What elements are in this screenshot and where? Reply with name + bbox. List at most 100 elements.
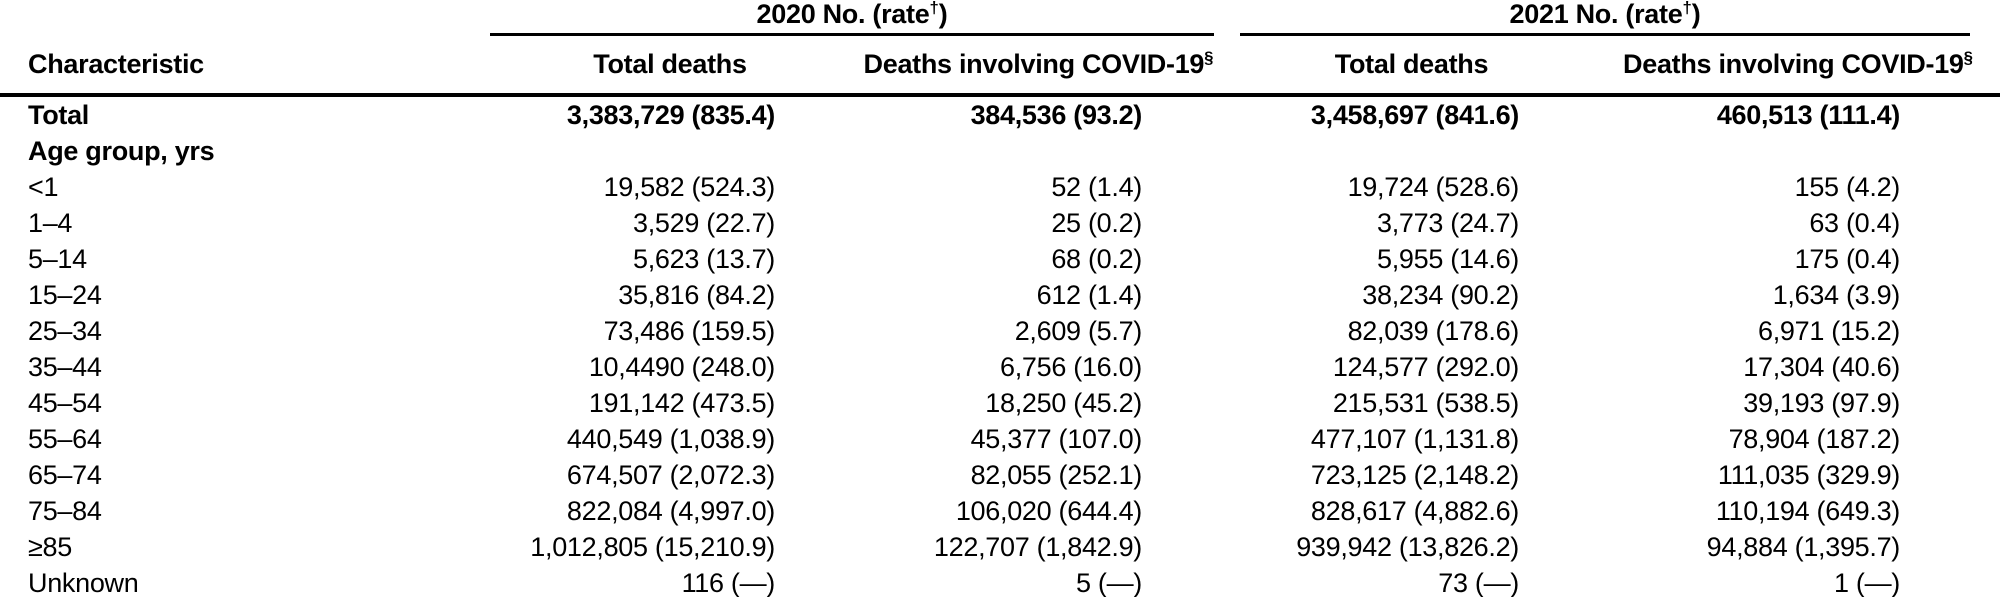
table-row: ≥85 1,012,805 (15,210.9) 122,707 (1,842.… bbox=[0, 529, 2000, 565]
rate-footnote-dagger: † bbox=[929, 0, 939, 17]
cell-2020-covid-deaths: 106,020 (644.4) bbox=[955, 495, 1142, 526]
table-row: 65–74 674,507 (2,072.3) 82,055 (252.1) 7… bbox=[0, 457, 2000, 493]
row-label: Age group, yrs bbox=[28, 135, 215, 166]
table-row: Age group, yrs bbox=[0, 133, 2000, 169]
header-2021-covid-deaths-text: Deaths involving COVID-19 bbox=[1623, 49, 1964, 80]
cell-2020-covid-deaths: 18,250 (45.2) bbox=[985, 387, 1142, 418]
cell-2020-covid-deaths: 45,377 (107.0) bbox=[970, 423, 1143, 454]
row-label: 65–74 bbox=[28, 459, 102, 490]
cell-2021-total-deaths: 82,039 (178.6) bbox=[1347, 315, 1520, 346]
cell-2021-total-deaths: 939,942 (13,826.2) bbox=[1296, 531, 1519, 562]
column-group-2020-label: 2020 No. (rate†) bbox=[490, 0, 1214, 37]
row-label: Total bbox=[28, 99, 89, 130]
cell-2021-total-deaths: 215,531 (538.5) bbox=[1332, 387, 1519, 418]
row-label: 25–34 bbox=[28, 315, 102, 346]
cell-2021-total-deaths: 38,234 (90.2) bbox=[1362, 279, 1519, 310]
column-group-2021-label: 2021 No. (rate†) bbox=[1240, 0, 1970, 37]
cell-2021-covid-deaths: 110,194 (649.3) bbox=[1715, 495, 1900, 526]
table-row: 25–34 73,486 (159.5) 2,609 (5.7) 82,039 … bbox=[0, 313, 2000, 349]
cell-2020-covid-deaths: 82,055 (252.1) bbox=[970, 459, 1143, 490]
cell-2020-covid-deaths: 2,609 (5.7) bbox=[1014, 315, 1143, 346]
cell-2020-covid-deaths: 68 (0.2) bbox=[1051, 243, 1142, 274]
cell-2021-total-deaths: 828,617 (4,882.6) bbox=[1310, 495, 1519, 526]
covid-footnote-section: § bbox=[1963, 48, 1973, 68]
header-2021-covid-deaths: Deaths involving COVID-19§ bbox=[1596, 36, 2000, 98]
table-row: 15–24 35,816 (84.2) 612 (1.4) 38,234 (90… bbox=[0, 277, 2000, 313]
cell-2020-covid-deaths: 52 (1.4) bbox=[1051, 171, 1142, 202]
cell-2020-total-deaths bbox=[490, 133, 850, 169]
table-row: <1 19,582 (524.3) 52 (1.4) 19,724 (528.6… bbox=[0, 169, 2000, 205]
cell-2021-total-deaths bbox=[1227, 133, 1596, 169]
header-2021-total-deaths: Total deaths bbox=[1227, 36, 1596, 98]
table-row: 1–4 3,529 (22.7) 25 (0.2) 3,773 (24.7) 6… bbox=[0, 205, 2000, 241]
cell-2021-total-deaths: 124,577 (292.0) bbox=[1332, 351, 1519, 382]
header-2020-covid-deaths: Deaths involving COVID-19§ bbox=[850, 36, 1227, 98]
column-group-2021-text: 2021 No. (rate bbox=[1509, 0, 1683, 29]
cell-2021-covid-deaths: 155 (4.2) bbox=[1794, 171, 1901, 202]
cell-2020-total-deaths: 35,816 (84.2) bbox=[618, 279, 775, 310]
cell-2021-covid-deaths: 175 (0.4) bbox=[1794, 243, 1901, 274]
covid-footnote-section: § bbox=[1204, 48, 1214, 68]
header-2020-total-deaths-text: Total deaths bbox=[593, 49, 747, 80]
header-2020-covid-deaths-text: Deaths involving COVID-19 bbox=[863, 49, 1205, 80]
table-row: 75–84 822,084 (4,997.0) 106,020 (644.4) … bbox=[0, 493, 2000, 529]
cell-2021-total-deaths: 73 (—) bbox=[1438, 567, 1519, 597]
header-2020-total-deaths: Total deaths bbox=[490, 36, 850, 98]
cell-2020-total-deaths: 440,549 (1,038.9) bbox=[566, 423, 775, 454]
cell-2021-total-deaths: 19,724 (528.6) bbox=[1347, 171, 1520, 202]
cell-2020-covid-deaths: 612 (1.4) bbox=[1036, 279, 1143, 310]
cell-2020-total-deaths: 674,507 (2,072.3) bbox=[566, 459, 775, 490]
header-2021-total-deaths-text: Total deaths bbox=[1334, 49, 1489, 80]
cell-2021-total-deaths: 3,773 (24.7) bbox=[1377, 207, 1519, 238]
cell-2020-total-deaths: 5,623 (13.7) bbox=[633, 243, 775, 274]
cell-2020-total-deaths: 10,4490 (248.0) bbox=[588, 351, 775, 382]
cell-2020-covid-deaths: 384,536 (93.2) bbox=[970, 99, 1143, 130]
column-group-2020: 2020 No. (rate†) bbox=[490, 0, 1227, 37]
row-label: 75–84 bbox=[28, 495, 102, 526]
column-group-2021: 2021 No. (rate†) bbox=[1227, 0, 2000, 37]
row-label: 15–24 bbox=[28, 279, 102, 310]
cell-2020-total-deaths: 3,383,729 (835.4) bbox=[566, 99, 775, 130]
row-label: Unknown bbox=[28, 567, 139, 597]
cell-2021-covid-deaths bbox=[1596, 133, 2000, 169]
column-header-row: Characteristic Total deaths Deaths invol… bbox=[0, 36, 2000, 98]
cell-2021-covid-deaths: 63 (0.4) bbox=[1809, 207, 1900, 238]
column-group-2020-suffix: ) bbox=[938, 0, 948, 29]
cell-2021-covid-deaths: 1 (—) bbox=[1833, 567, 1900, 597]
cell-2020-total-deaths: 3,529 (22.7) bbox=[633, 207, 775, 238]
table-row: 55–64 440,549 (1,038.9) 45,377 (107.0) 4… bbox=[0, 421, 2000, 457]
cell-2020-total-deaths: 822,084 (4,997.0) bbox=[566, 495, 775, 526]
column-group-2020-text: 2020 No. (rate bbox=[756, 0, 930, 29]
column-group-row: 2020 No. (rate†) 2021 No. (rate†) bbox=[0, 0, 2000, 37]
table-row: 5–14 5,623 (13.7) 68 (0.2) 5,955 (14.6) … bbox=[0, 241, 2000, 277]
cell-2021-total-deaths: 3,458,697 (841.6) bbox=[1310, 99, 1519, 130]
row-label: ≥85 bbox=[28, 531, 72, 562]
cell-2021-total-deaths: 477,107 (1,131.8) bbox=[1310, 423, 1519, 454]
cell-2021-covid-deaths: 1,634 (3.9) bbox=[1772, 279, 1901, 310]
cell-2020-total-deaths: 19,582 (524.3) bbox=[603, 171, 776, 202]
table-row: 35–44 10,4490 (248.0) 6,756 (16.0) 124,5… bbox=[0, 349, 2000, 385]
cell-2021-total-deaths: 5,955 (14.6) bbox=[1377, 243, 1519, 274]
characteristic-column-header: Characteristic bbox=[0, 36, 490, 98]
table-row: 45–54 191,142 (473.5) 18,250 (45.2) 215,… bbox=[0, 385, 2000, 421]
cell-2020-total-deaths: 1,012,805 (15,210.9) bbox=[530, 531, 775, 562]
cell-2020-covid-deaths: 122,707 (1,842.9) bbox=[933, 531, 1142, 562]
rate-footnote-dagger: † bbox=[1682, 0, 1692, 17]
cell-2021-covid-deaths: 111,035 (329.9) bbox=[1717, 459, 1900, 490]
table-body: Total 3,383,729 (835.4) 384,536 (93.2) 3… bbox=[0, 95, 2000, 597]
cell-2021-total-deaths: 723,125 (2,148.2) bbox=[1310, 459, 1519, 490]
cell-2020-covid-deaths: 5 (—) bbox=[1075, 567, 1142, 597]
table-row: Unknown 116 (—) 5 (—) 73 (—) 1 (—) bbox=[0, 565, 2000, 597]
column-group-2021-suffix: ) bbox=[1691, 0, 1701, 29]
cell-2021-covid-deaths: 39,193 (97.9) bbox=[1743, 387, 1900, 418]
row-label: 45–54 bbox=[28, 387, 102, 418]
row-label: 1–4 bbox=[28, 207, 73, 238]
row-label: 55–64 bbox=[28, 423, 102, 454]
cell-2020-total-deaths: 191,142 (473.5) bbox=[588, 387, 775, 418]
spanner-empty-cell bbox=[0, 0, 490, 36]
row-label: 35–44 bbox=[28, 351, 102, 382]
cell-2020-total-deaths: 116 (—) bbox=[681, 567, 776, 597]
row-label: 5–14 bbox=[28, 243, 87, 274]
